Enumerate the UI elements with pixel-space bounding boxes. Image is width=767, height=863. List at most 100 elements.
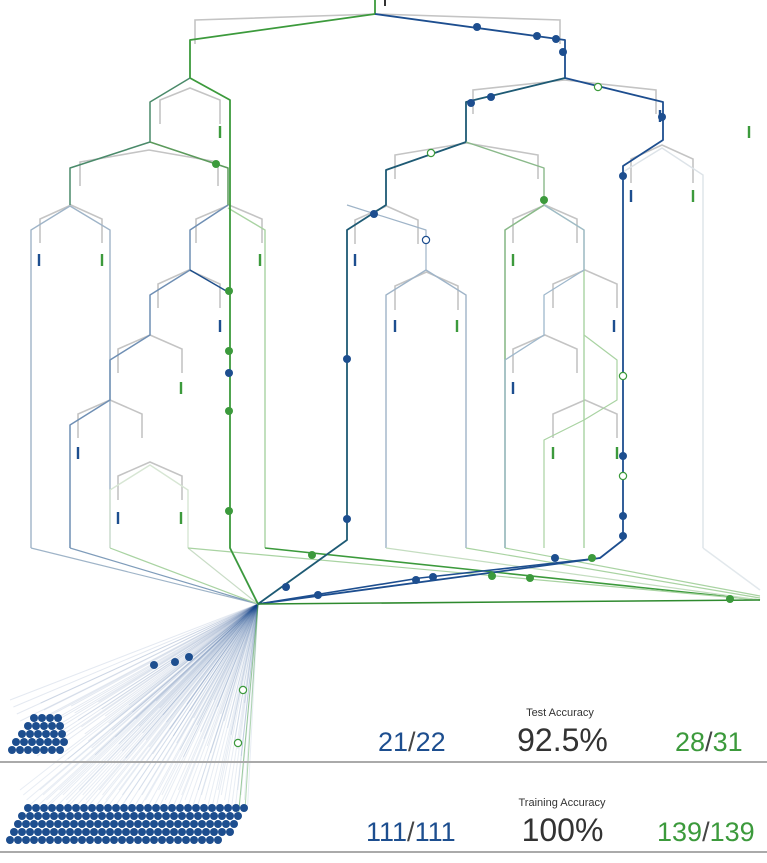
training-green-correct: 139 (657, 817, 703, 847)
fan-line (22, 603, 259, 796)
training-sample-dot (10, 828, 18, 836)
sample-dot (552, 35, 560, 43)
fan-line (69, 603, 259, 806)
fan-line (227, 603, 259, 806)
fan-line (60, 603, 259, 746)
tree-branch (543, 334, 618, 548)
fan-line (29, 603, 259, 806)
test-sample-dot (8, 746, 16, 754)
test-sample-dot (44, 738, 52, 746)
divider-line (0, 761, 767, 763)
training-sample-dot (102, 820, 110, 828)
sample-dot (150, 661, 158, 669)
test-sample-dot (26, 730, 34, 738)
sample-dot (282, 583, 290, 591)
fan-line (168, 603, 259, 806)
test-accuracy-label: Test Accuracy (526, 707, 594, 719)
training-sample-dot (88, 804, 96, 812)
test-sample-dot (34, 730, 42, 738)
fan-line (23, 603, 259, 729)
test-sample-dot (38, 714, 46, 722)
training-sample-dot (94, 836, 102, 844)
sample-dot (658, 113, 666, 121)
training-sample-dot (38, 836, 46, 844)
training-sample-dot (190, 836, 198, 844)
fan-line (197, 603, 259, 791)
tree-branch (189, 269, 229, 293)
training-sample-dot (232, 804, 240, 812)
fan-line (220, 603, 259, 796)
sample-piles (6, 714, 248, 844)
sample-dot (487, 93, 495, 101)
fan-line (77, 603, 259, 721)
training-blue-separator: / (407, 817, 415, 847)
fan-line (33, 603, 259, 750)
training-sample-dot (134, 836, 142, 844)
tree-branch (149, 141, 229, 205)
leaf-to-root-line (465, 547, 761, 599)
fan-line (111, 603, 259, 731)
split-outline (117, 334, 183, 373)
training-sample-dot (152, 804, 160, 812)
tree-split-outlines (30, 13, 761, 591)
fan-line (220, 603, 259, 715)
training-sample-dot (162, 812, 170, 820)
fan-line (74, 603, 259, 714)
training-sample-dot (22, 820, 30, 828)
training-sample-dot (46, 836, 54, 844)
fan-line (142, 603, 259, 734)
node-frame (227, 207, 266, 548)
training-sample-dot (190, 820, 198, 828)
training-sample-dot (110, 836, 118, 844)
fan-line (64, 603, 259, 753)
training-sample-dot (240, 804, 248, 812)
fan-line (36, 603, 259, 816)
fan-line (121, 603, 259, 796)
training-sample-dot (30, 820, 38, 828)
leaf-to-root-line (187, 547, 761, 601)
sample-dot (225, 287, 233, 295)
fan-line (79, 603, 259, 791)
training-sample-dot (166, 820, 174, 828)
training-sample-dot (158, 820, 166, 828)
training-sample-dot (18, 828, 26, 836)
tree-branch (504, 204, 585, 548)
split-outline (79, 149, 219, 186)
fan-line (115, 603, 259, 738)
training-sample-dot (122, 828, 130, 836)
training-sample-dot (128, 804, 136, 812)
training-sample-dot (154, 812, 162, 820)
tree-branches (69, 0, 761, 605)
sample-dot (593, 82, 603, 92)
training-sample-dot (64, 804, 72, 812)
training-sample-dot (30, 836, 38, 844)
training-sample-dot (102, 836, 110, 844)
tree-branch (257, 77, 566, 605)
fan-line (199, 603, 259, 733)
fan-line (67, 603, 259, 760)
sample-dot (225, 347, 233, 355)
training-sample-dot (58, 828, 66, 836)
fan-line (201, 603, 259, 796)
sample-dot (212, 160, 220, 168)
training-sample-dot (90, 812, 98, 820)
fan-line (154, 603, 259, 816)
sample-dot (618, 471, 628, 481)
sample-dot (225, 369, 233, 377)
training-sample-dot (106, 828, 114, 836)
fan-line (52, 603, 259, 811)
test-sample-dot (36, 738, 44, 746)
tree-branch (257, 599, 761, 605)
test-sample-dot (54, 714, 62, 722)
fan-line (161, 603, 259, 796)
training-sample-dot (202, 812, 210, 820)
fan-line (237, 603, 259, 750)
fan-line (16, 603, 259, 715)
training-sample-dot (126, 836, 134, 844)
training-sample-dot (208, 804, 216, 812)
fan-line (72, 603, 259, 811)
fan-line (184, 603, 259, 801)
training-sample-dot (104, 804, 112, 812)
fan-line (26, 603, 259, 801)
test-sample-dot (32, 746, 40, 754)
